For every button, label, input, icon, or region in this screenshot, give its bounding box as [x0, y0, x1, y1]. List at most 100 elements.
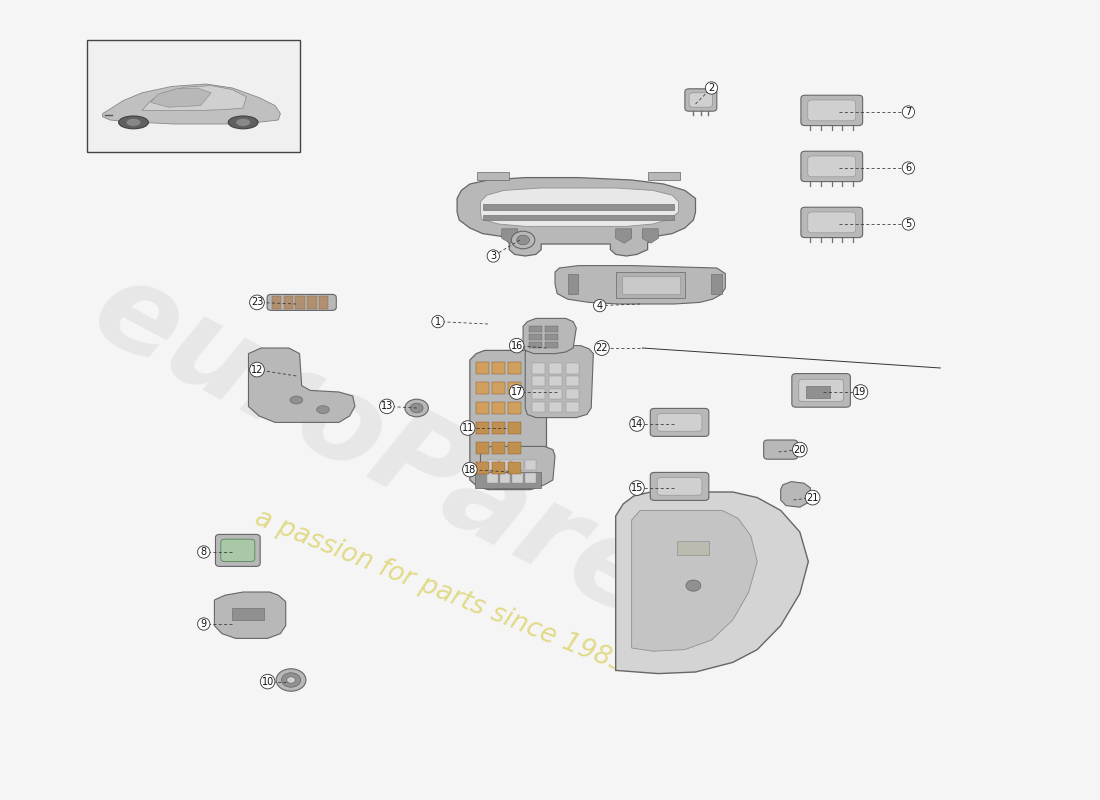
FancyBboxPatch shape — [657, 414, 702, 431]
Ellipse shape — [410, 403, 424, 413]
Polygon shape — [481, 188, 679, 226]
Bar — [549, 363, 562, 374]
Text: 22: 22 — [595, 343, 608, 353]
Text: 7: 7 — [905, 107, 912, 117]
Bar — [546, 326, 558, 332]
Polygon shape — [616, 229, 631, 243]
Text: 14: 14 — [631, 419, 644, 429]
FancyBboxPatch shape — [657, 478, 702, 495]
Bar — [529, 342, 542, 348]
Text: 17: 17 — [510, 387, 522, 397]
Text: 8: 8 — [200, 547, 207, 557]
Bar — [529, 326, 542, 332]
Bar — [565, 363, 580, 374]
Polygon shape — [781, 482, 811, 507]
Bar — [648, 172, 680, 180]
Bar — [476, 462, 490, 474]
Polygon shape — [631, 510, 757, 651]
Bar — [712, 274, 722, 294]
Bar — [483, 215, 674, 220]
FancyBboxPatch shape — [801, 151, 862, 182]
Bar — [531, 376, 546, 386]
Ellipse shape — [686, 580, 701, 591]
Polygon shape — [249, 348, 355, 422]
Polygon shape — [556, 266, 725, 304]
Bar — [476, 362, 490, 374]
Bar — [508, 422, 521, 434]
Text: a passion for parts since 1985: a passion for parts since 1985 — [251, 506, 629, 678]
Bar — [492, 362, 505, 374]
Bar — [565, 376, 580, 386]
Text: 3: 3 — [491, 251, 496, 261]
Bar — [678, 541, 710, 555]
Polygon shape — [214, 592, 286, 638]
Bar — [476, 422, 490, 434]
FancyBboxPatch shape — [650, 408, 708, 437]
Ellipse shape — [517, 235, 529, 245]
Bar — [499, 473, 510, 483]
Bar — [529, 334, 542, 340]
Ellipse shape — [235, 118, 251, 126]
Bar — [565, 389, 580, 399]
Bar — [508, 382, 521, 394]
FancyBboxPatch shape — [267, 294, 337, 310]
Text: 12: 12 — [251, 365, 263, 374]
Bar — [531, 389, 546, 399]
Polygon shape — [481, 446, 556, 488]
FancyBboxPatch shape — [650, 472, 708, 501]
Bar — [87, 40, 299, 152]
Bar — [492, 462, 505, 474]
Bar — [549, 402, 562, 412]
Bar — [546, 342, 558, 348]
Ellipse shape — [228, 116, 258, 129]
Bar — [476, 382, 490, 394]
FancyBboxPatch shape — [689, 93, 713, 107]
Bar — [307, 296, 317, 309]
Ellipse shape — [276, 669, 306, 691]
Bar — [549, 389, 562, 399]
Bar — [513, 473, 524, 483]
Polygon shape — [616, 492, 808, 674]
Bar — [487, 460, 497, 470]
FancyBboxPatch shape — [221, 539, 255, 562]
Text: euroPares: euroPares — [74, 250, 743, 678]
Bar — [319, 296, 328, 309]
Bar — [487, 473, 497, 483]
FancyBboxPatch shape — [792, 374, 850, 407]
Ellipse shape — [512, 231, 535, 249]
Text: 23: 23 — [251, 298, 263, 307]
Bar — [483, 204, 674, 210]
FancyBboxPatch shape — [807, 156, 856, 177]
Bar — [475, 472, 541, 488]
FancyBboxPatch shape — [799, 379, 844, 402]
Bar — [531, 402, 546, 412]
Polygon shape — [458, 178, 695, 256]
Bar — [492, 422, 505, 434]
Bar — [616, 272, 685, 298]
Bar — [508, 462, 521, 474]
Bar — [508, 442, 521, 454]
Bar — [499, 460, 510, 470]
Bar — [232, 608, 264, 621]
Polygon shape — [102, 84, 280, 124]
Bar — [568, 274, 579, 294]
Text: 21: 21 — [806, 493, 818, 502]
Text: 19: 19 — [855, 387, 867, 397]
Ellipse shape — [317, 406, 329, 414]
FancyBboxPatch shape — [801, 207, 862, 238]
Bar — [272, 296, 282, 309]
Ellipse shape — [119, 116, 148, 129]
Text: 2: 2 — [708, 83, 715, 93]
FancyBboxPatch shape — [763, 440, 798, 459]
Bar — [565, 402, 580, 412]
Text: 18: 18 — [464, 465, 476, 474]
Bar — [492, 402, 505, 414]
Polygon shape — [642, 229, 658, 243]
Ellipse shape — [290, 396, 303, 404]
Text: 4: 4 — [596, 301, 603, 310]
Bar — [477, 172, 509, 180]
Bar — [295, 296, 305, 309]
FancyBboxPatch shape — [807, 100, 856, 121]
Bar — [531, 363, 546, 374]
Polygon shape — [502, 229, 518, 243]
